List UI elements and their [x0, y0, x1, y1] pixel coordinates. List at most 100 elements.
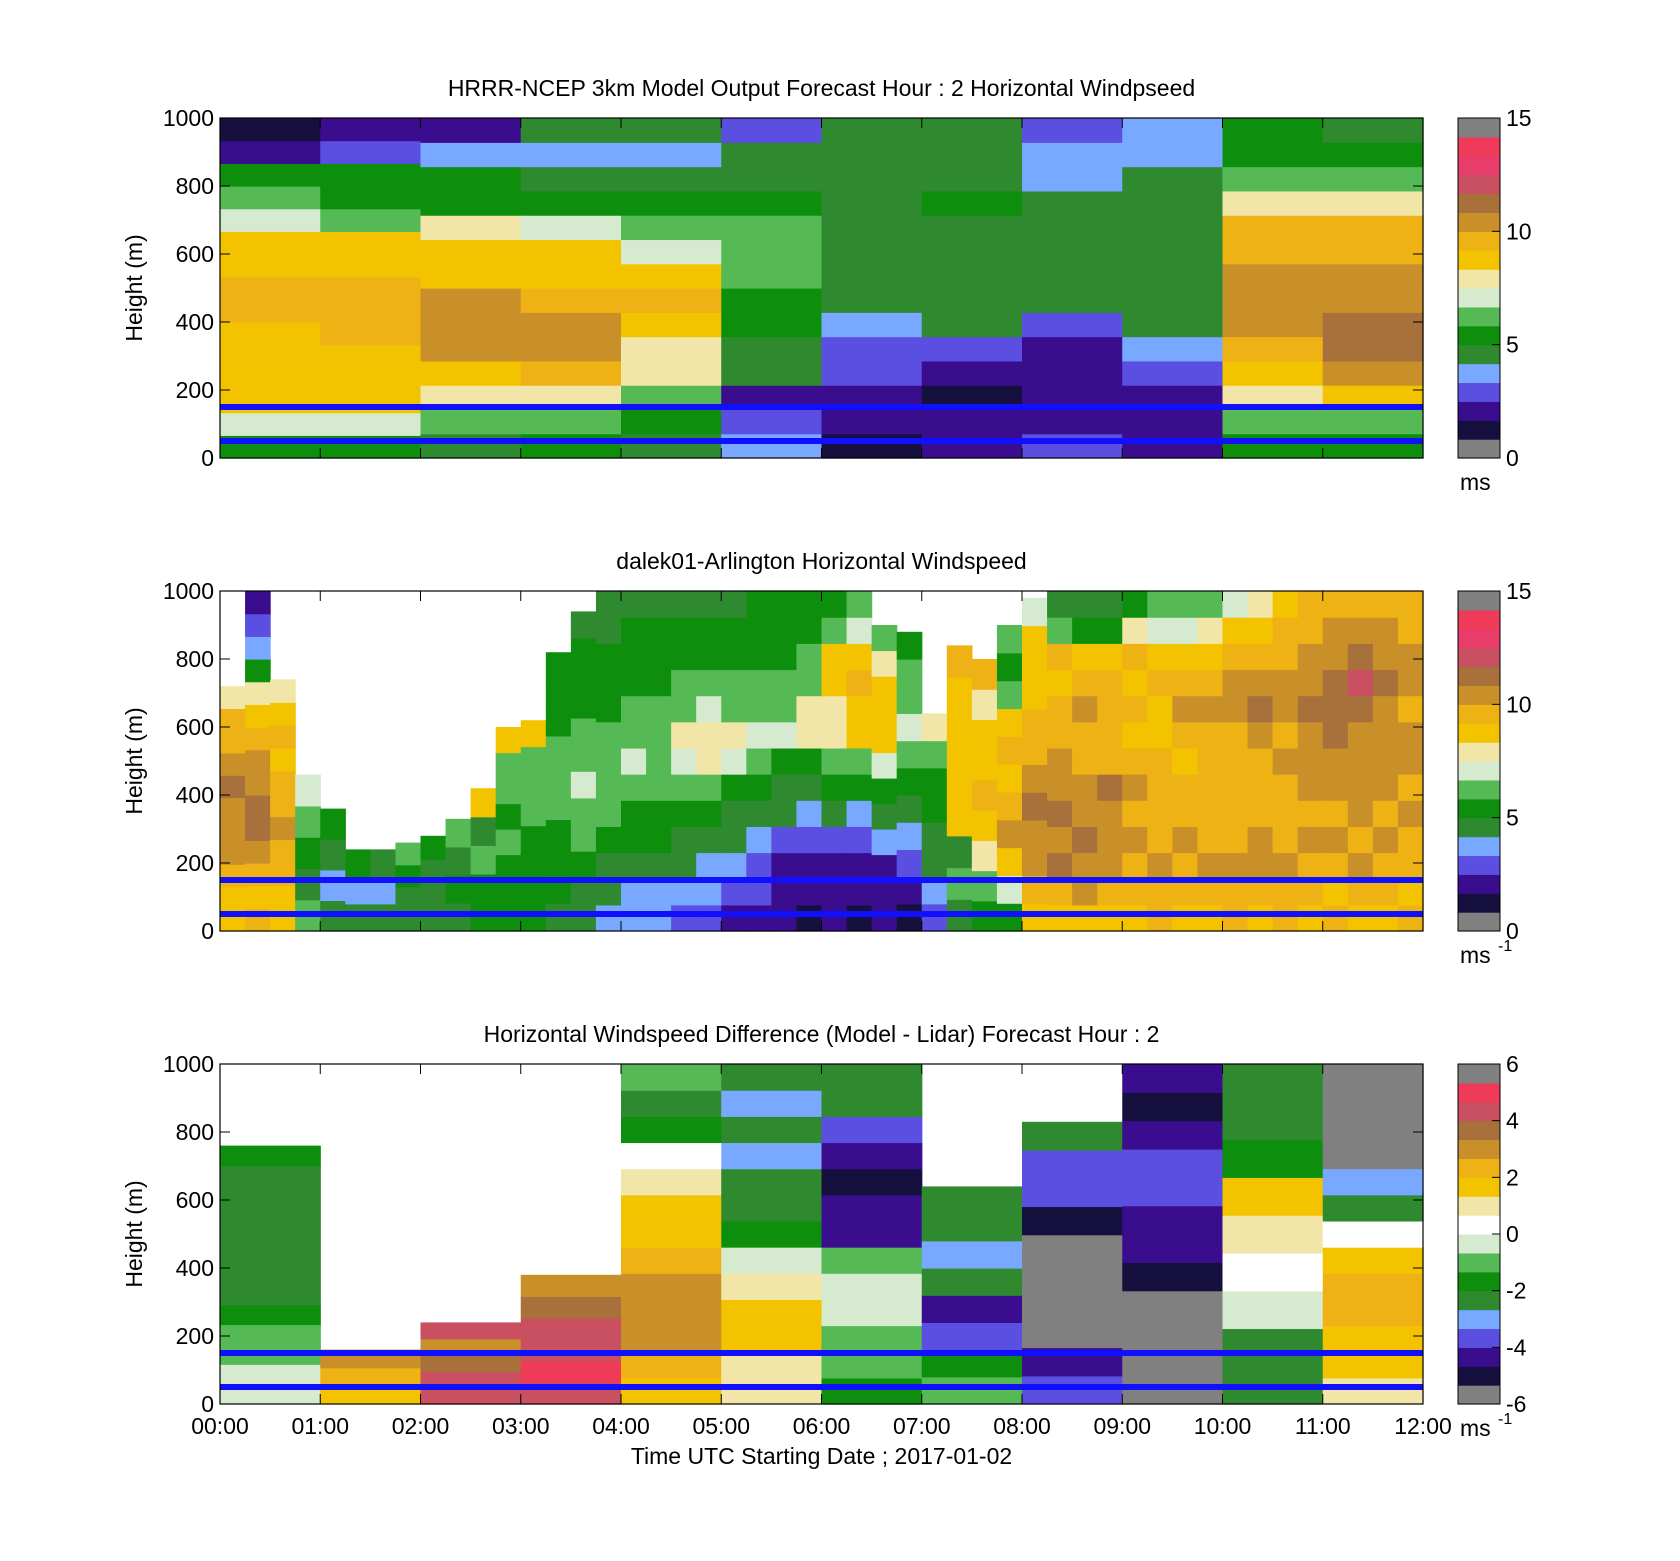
- heatmap-cell: [1297, 904, 1324, 932]
- heatmap-cell: [821, 591, 848, 618]
- heatmap-cell: [1022, 903, 1048, 932]
- heatmap-cell: [846, 591, 873, 618]
- heatmap-cell: [220, 231, 321, 255]
- colorbar-segment: [1458, 912, 1500, 932]
- heatmap-cell: [570, 638, 597, 666]
- heatmap-cell: [270, 770, 296, 795]
- heatmap-cell: [1022, 263, 1123, 289]
- y-tick-label: 600: [176, 241, 214, 267]
- heatmap-cell: [1322, 1299, 1424, 1327]
- heatmap-cell: [721, 774, 747, 801]
- heatmap-cell: [495, 727, 522, 754]
- heatmap-cell: [1147, 800, 1173, 827]
- heatmap-cell: [821, 360, 923, 386]
- heatmap-cell: [1072, 826, 1098, 854]
- heatmap-cell: [821, 826, 848, 854]
- heatmap-cell: [821, 1142, 923, 1170]
- heatmap-cell: [1222, 1139, 1324, 1178]
- heatmap-cell: [796, 826, 823, 854]
- heatmap-cell: [1122, 409, 1224, 435]
- heatmap-cell: [1147, 695, 1173, 723]
- heatmap-cell: [1347, 643, 1374, 671]
- heatmap-cell: [946, 677, 973, 710]
- heatmap-cell: [921, 215, 1023, 241]
- heatmap-cell: [1297, 721, 1324, 749]
- heatmap-cell: [1197, 591, 1224, 618]
- colorbar-segment: [1458, 1064, 1500, 1084]
- heatmap-cell: [1122, 617, 1148, 644]
- colorbar-segment: [1458, 609, 1500, 630]
- colorbar-tick-label: 10: [1506, 218, 1532, 244]
- heatmap-cell: [320, 140, 422, 164]
- heatmap-cell: [1322, 617, 1349, 644]
- heatmap-cell: [1022, 597, 1048, 627]
- heatmap-cell: [245, 795, 271, 819]
- heatmap-cell: [1122, 288, 1224, 313]
- colorbar-tick-label: 6: [1506, 1051, 1519, 1077]
- colorbar-tick-label: 4: [1506, 1108, 1519, 1134]
- heatmap-cell: [595, 800, 622, 827]
- heatmap-cell: [821, 312, 923, 338]
- panel-difference: Horizontal Windspeed Difference (Model -…: [121, 1021, 1527, 1469]
- heatmap-cell: [921, 263, 1023, 289]
- chart-title: dalek01-Arlington Horizontal Windspeed: [616, 548, 1026, 574]
- heatmap-cell: [1297, 747, 1324, 775]
- heatmap-cell: [771, 591, 798, 618]
- heatmap-cell: [871, 905, 898, 932]
- heatmap-cell: [621, 239, 722, 265]
- heatmap-cell: [996, 625, 1023, 654]
- heatmap-cell: [646, 721, 672, 749]
- heatmap-cell: [1147, 826, 1173, 854]
- heatmap-cell: [1072, 695, 1098, 723]
- heatmap-cell: [671, 774, 697, 801]
- heatmap-cell: [1222, 617, 1249, 644]
- heatmap-cell: [1272, 878, 1299, 906]
- colorbar-segment: [1458, 855, 1500, 875]
- heatmap-cell: [1022, 312, 1123, 338]
- heatmap-cell: [270, 679, 296, 703]
- heatmap-cell: [1197, 774, 1224, 801]
- heatmap-cell: [1347, 826, 1374, 854]
- heatmap-cell: [621, 904, 647, 932]
- heatmap-cell: [595, 774, 622, 801]
- heatmap-cell: [621, 166, 722, 192]
- heatmap-cell: [896, 903, 923, 932]
- heatmap-cell: [1022, 288, 1123, 313]
- heatmap-cell: [320, 299, 422, 323]
- heatmap-cell: [796, 695, 823, 723]
- heatmap-cell: [1172, 669, 1199, 697]
- heatmap-cell: [1122, 360, 1224, 386]
- colorbar-segment: [1458, 1366, 1500, 1386]
- heatmap-cell: [245, 659, 271, 683]
- colorbar-segment: [1458, 1196, 1500, 1216]
- heatmap-cell: [921, 433, 1023, 459]
- heatmap-cell: [1297, 774, 1324, 801]
- heatmap-cell: [1147, 878, 1173, 906]
- heatmap-cell: [821, 336, 923, 362]
- heatmap-cell: [1297, 617, 1324, 644]
- heatmap-cell: [1122, 695, 1148, 723]
- heatmap-cell: [796, 800, 823, 827]
- heatmap-cell: [646, 617, 672, 644]
- heatmap-cell: [520, 1274, 622, 1297]
- heatmap-cell: [621, 1325, 722, 1353]
- heatmap-cell: [320, 808, 346, 840]
- heatmap-cell: [921, 1213, 1023, 1242]
- heatmap-cell: [1147, 643, 1173, 671]
- colorbar-tick-label: 15: [1506, 578, 1532, 604]
- x-tick-label: 05:00: [692, 1413, 750, 1439]
- heatmap-cell: [646, 591, 672, 618]
- heatmap-cell: [721, 591, 747, 618]
- heatmap-cell: [270, 725, 296, 749]
- colorbar-segment: [1458, 742, 1500, 762]
- heatmap-cell: [1372, 617, 1399, 644]
- heatmap-cell: [946, 740, 973, 773]
- heatmap-cell: [220, 1205, 321, 1226]
- colorbar-tick-label: 2: [1506, 1164, 1519, 1190]
- heatmap-cell: [1322, 1351, 1424, 1379]
- heatmap-cell: [671, 643, 697, 671]
- heatmap-cell: [1072, 721, 1098, 749]
- heatmap-cell: [1097, 747, 1123, 775]
- heatmap-cell: [470, 845, 497, 875]
